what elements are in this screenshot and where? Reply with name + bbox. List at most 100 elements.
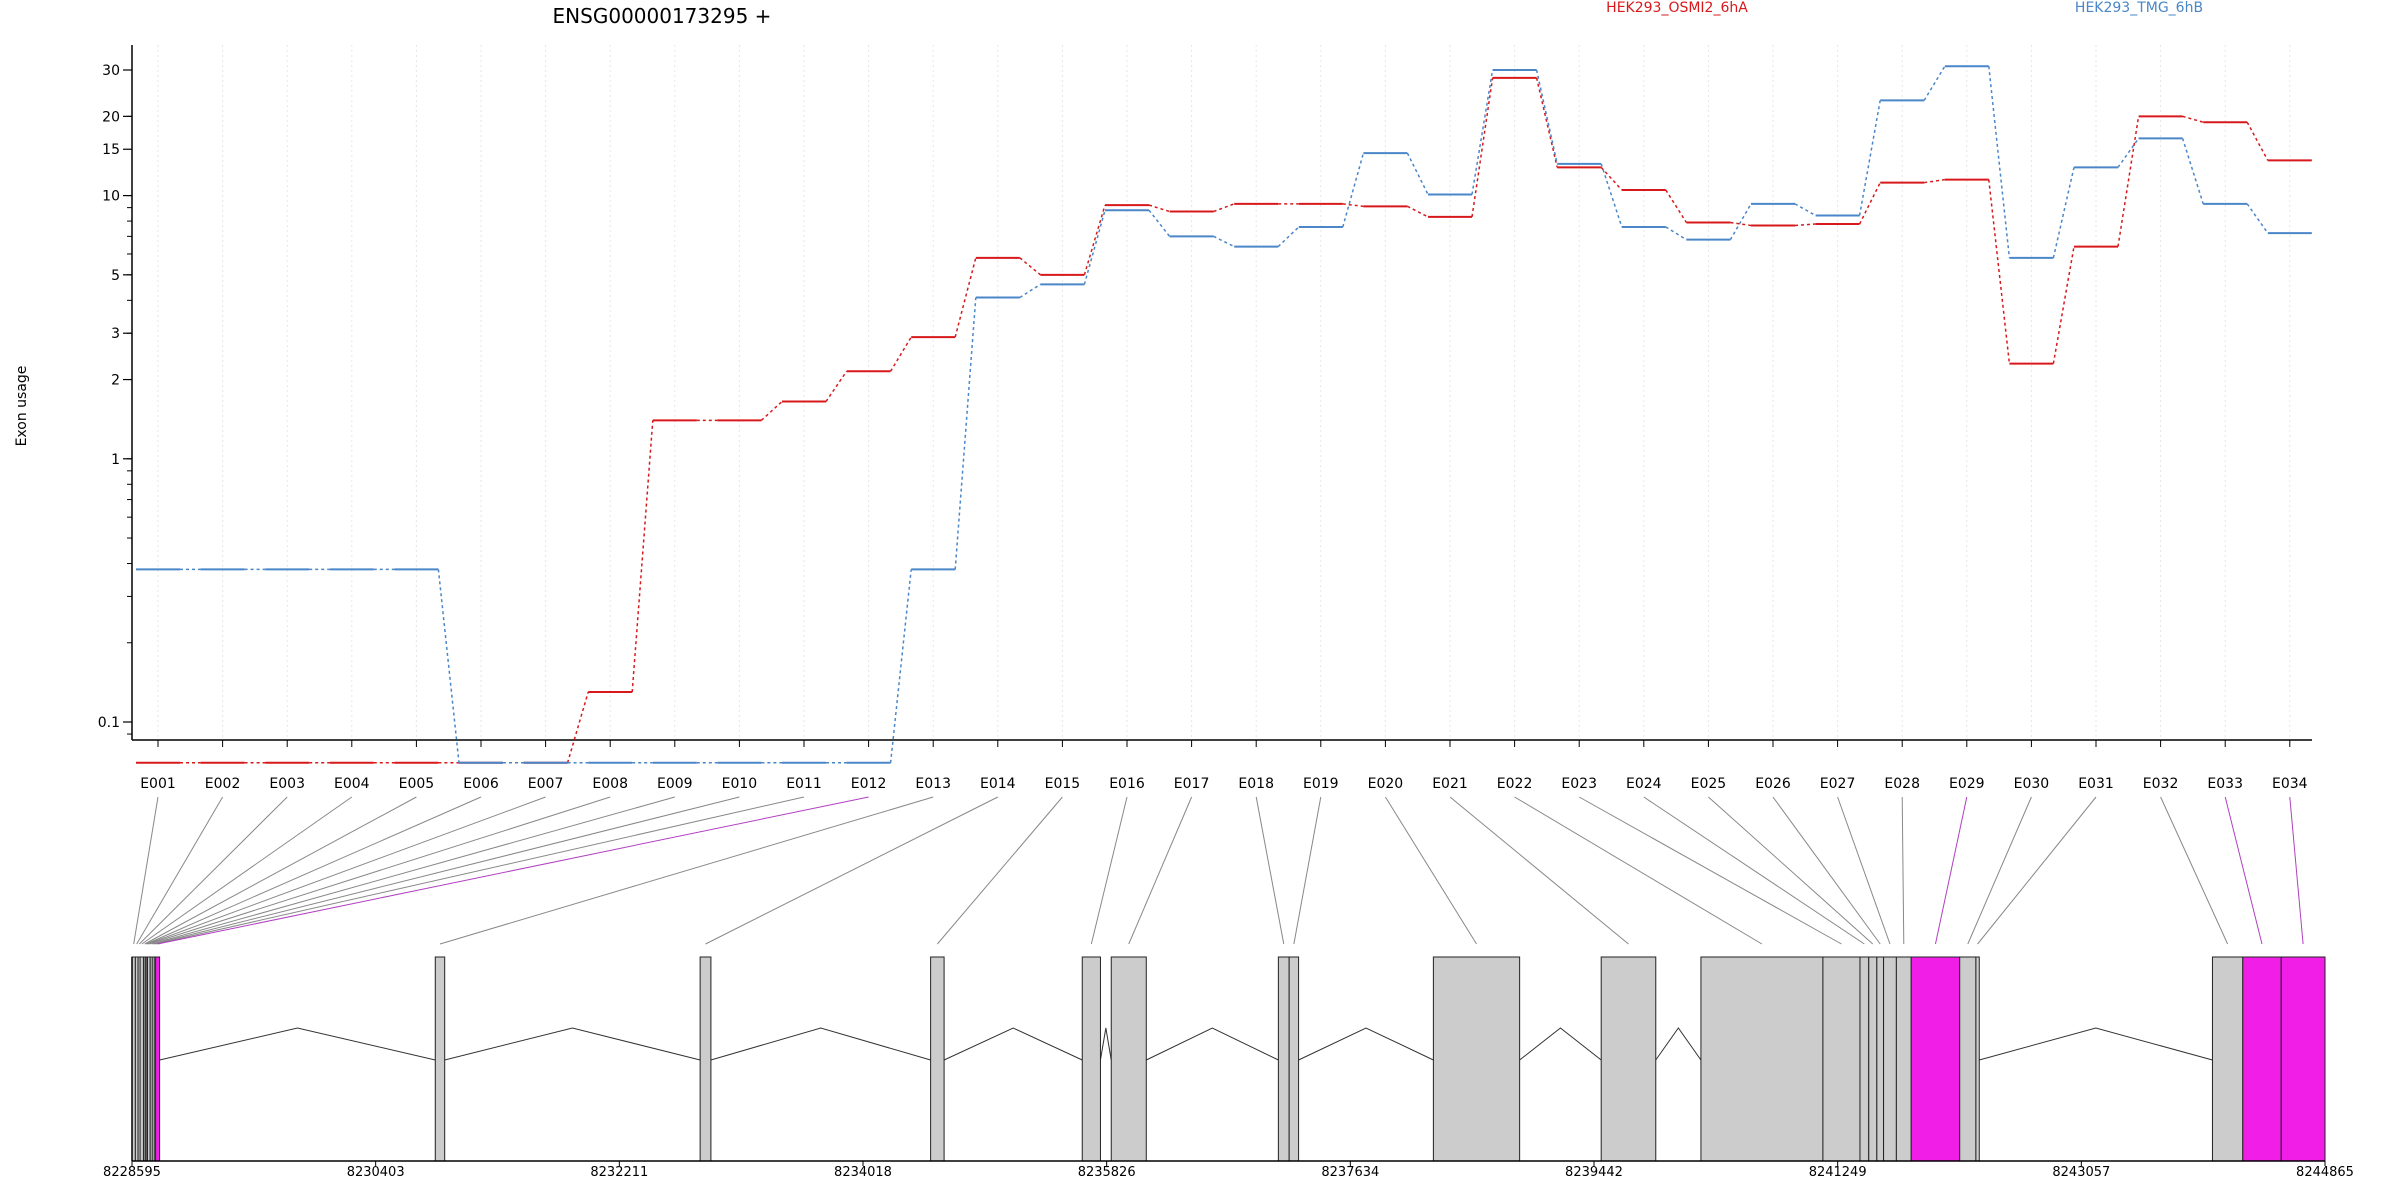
exon-connector: [439, 796, 934, 945]
x-tick-label: E028: [1884, 776, 1920, 792]
exon-connector: [151, 796, 675, 945]
x-tick-label: E031: [2078, 776, 2114, 792]
legend-label-tmg: HEK293_TMG_6hB: [2075, 0, 2203, 16]
chart-title: ENSG00000173295 +: [553, 4, 772, 28]
intron: [444, 1027, 701, 1061]
y-tick-label: 1: [111, 452, 120, 468]
series-connector: [1988, 66, 2011, 258]
x-tick-label: E010: [722, 776, 758, 792]
exon-connector: [133, 796, 159, 945]
exon-connector: [1708, 796, 1874, 945]
series-connector: [1794, 203, 1816, 217]
x-tick-label: E006: [463, 776, 499, 792]
exon-connector: [1772, 796, 1881, 945]
genomic-tick-label: 8241249: [1809, 1165, 1867, 1180]
exon-connector: [1578, 796, 1842, 945]
exon-box: [1895, 956, 1912, 1162]
y-tick-label: 20: [102, 109, 120, 125]
series-connector: [954, 257, 977, 338]
x-tick-label: E025: [1691, 776, 1727, 792]
series-lines: [136, 65, 2312, 764]
x-tick-label: E017: [1174, 776, 1210, 792]
series-connector: [1277, 226, 1300, 248]
exon-box: [1288, 956, 1300, 1162]
x-tick-label: E012: [851, 776, 887, 792]
series-connector: [1794, 223, 1816, 227]
series-connector: [1858, 100, 1881, 216]
series-connector: [1019, 283, 1041, 299]
x-tick-label: E003: [269, 776, 305, 792]
series-connector: [825, 370, 848, 402]
x-tick-label: E026: [1755, 776, 1791, 792]
series-connector: [1342, 152, 1365, 228]
series-connector: [2117, 137, 2140, 168]
y-tick-label: 3: [111, 326, 120, 342]
exon-box: [1959, 956, 1977, 1162]
series-connector: [1858, 182, 1881, 225]
intron: [1099, 1027, 1112, 1061]
series-connector: [1988, 179, 2011, 364]
series-connector: [631, 420, 654, 693]
y-axis-label: Exon usage: [14, 366, 30, 447]
series-2: [136, 65, 2312, 764]
y-tick-label: 30: [102, 63, 120, 79]
x-tick-label: E030: [2014, 776, 2050, 792]
series-connector: [1406, 152, 1429, 195]
exon-connector: [705, 796, 999, 945]
genomic-tick-label: 8234018: [834, 1165, 892, 1180]
x-tick-label: E024: [1626, 776, 1662, 792]
genomic-tick-label: 8244865: [2296, 1165, 2354, 1180]
exon-box: [2242, 956, 2282, 1162]
y-tick-label: 0.1: [98, 715, 120, 731]
x-tick-label: E033: [2207, 776, 2243, 792]
exon-connector: [936, 796, 1063, 945]
series-connector: [1083, 204, 1106, 276]
y-tick-label: 10: [102, 189, 120, 205]
exon-box: [434, 956, 446, 1162]
exon-connector: [153, 796, 740, 945]
series-connector: [1471, 77, 1494, 217]
x-tick-label: E002: [205, 776, 241, 792]
exon-connector: [1293, 796, 1322, 945]
genomic-tick-label: 8228595: [103, 1165, 161, 1180]
exon-box: [1859, 956, 1870, 1162]
exon-connector: [1090, 796, 1128, 945]
series-connector: [2052, 167, 2075, 259]
vertical-gridlines: [157, 45, 2291, 740]
exon-connector: [2160, 796, 2229, 945]
x-tick-label: E008: [592, 776, 628, 792]
intron: [1655, 1027, 1702, 1061]
exon-connector: [144, 796, 417, 945]
legend-label-osmi2: HEK293_OSMI2_6hA: [1606, 0, 1748, 16]
x-tick-label: E015: [1045, 776, 1081, 792]
series-connector: [1729, 203, 1752, 241]
exon-connectors: [133, 796, 2304, 945]
series-connector: [1535, 69, 1558, 165]
series-connector: [1600, 163, 1623, 228]
x-tick-label: E004: [334, 776, 370, 792]
series-connector: [566, 691, 589, 763]
series-connector: [2117, 116, 2140, 247]
series-connector: [1148, 204, 1170, 213]
x-tick-label: E020: [1368, 776, 1404, 792]
series-connector: [1535, 77, 1558, 168]
exon-box: [1277, 956, 1290, 1162]
series-connector: [954, 297, 977, 570]
exon-connector: [1967, 796, 2032, 945]
exon-box: [1868, 956, 1878, 1162]
series-connector: [1213, 203, 1235, 213]
exon-connector: [157, 796, 869, 945]
series-connector: [2246, 121, 2269, 161]
series-1: [136, 76, 2312, 764]
series-connector: [1923, 65, 1946, 101]
intron: [943, 1027, 1083, 1061]
exon-connector: [1837, 796, 1891, 945]
exon-connector: [148, 796, 611, 945]
gene-model: [131, 956, 2326, 1162]
x-tick-label: E016: [1109, 776, 1145, 792]
y-tick-label: 15: [102, 142, 120, 158]
exon-box: [1700, 956, 1824, 1162]
x-tick-label: E021: [1432, 776, 1468, 792]
exon-connector: [1977, 796, 2097, 945]
exon-connector: [138, 796, 288, 945]
